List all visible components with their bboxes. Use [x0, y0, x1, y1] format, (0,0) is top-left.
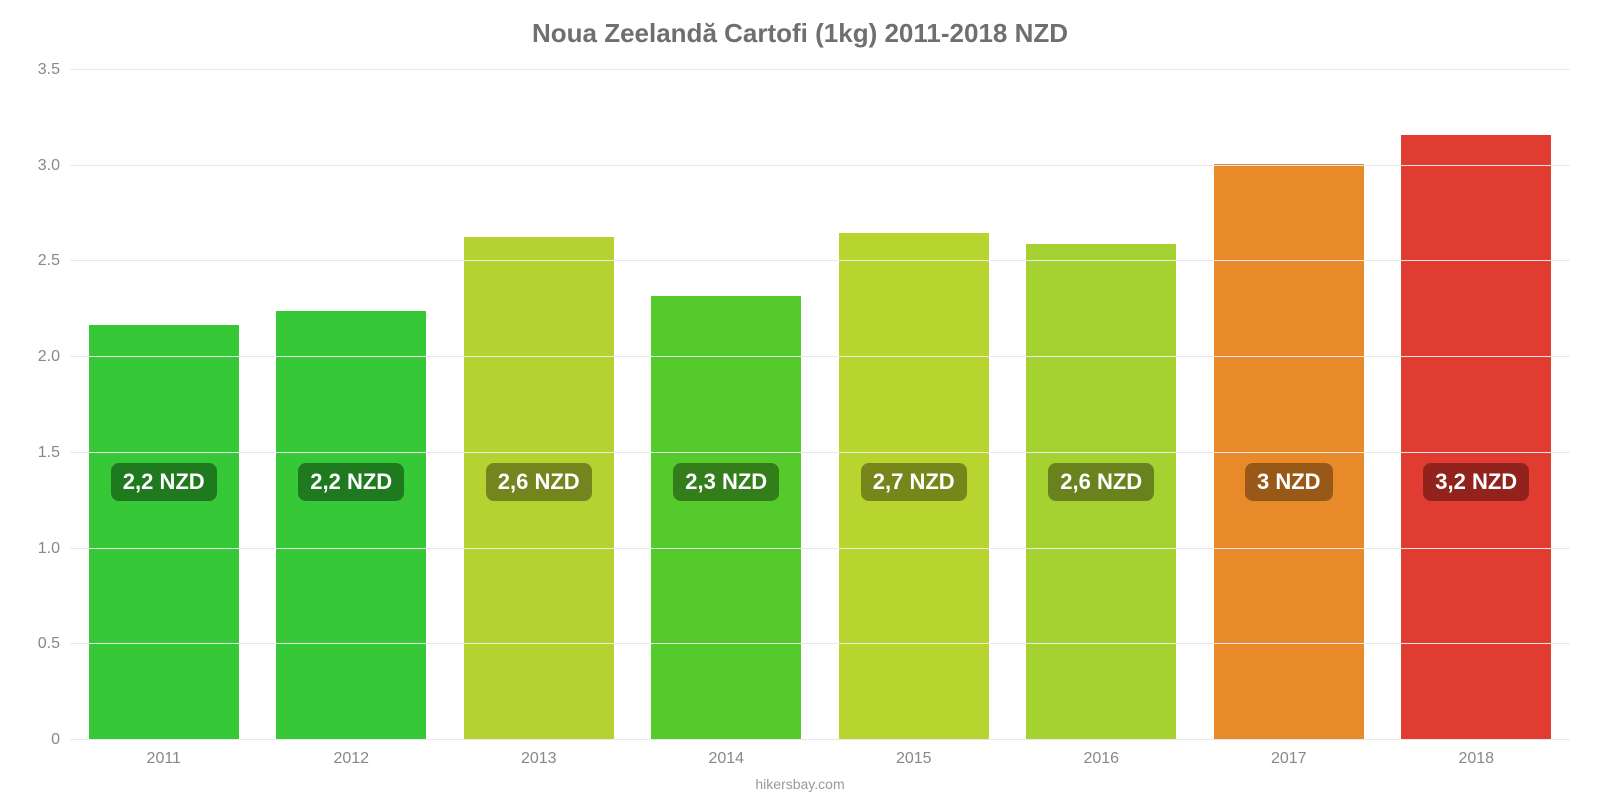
bar	[1401, 135, 1551, 740]
y-tick-label: 0.5	[38, 635, 70, 653]
bar-label-wrap: 3,2 NZD	[1383, 444, 1571, 482]
bar-label-wrap: 2,3 NZD	[633, 444, 821, 482]
chart-title: Noua Zeelandă Cartofi (1kg) 2011-2018 NZ…	[0, 0, 1600, 49]
bar-label-wrap: 2,6 NZD	[445, 444, 633, 482]
x-tick-label: 2018	[1458, 740, 1494, 768]
bar-value-label: 2,2 NZD	[298, 463, 404, 501]
x-tick-label: 2016	[1083, 740, 1119, 768]
grid-line	[70, 739, 1570, 740]
bar-label-wrap: 2,7 NZD	[820, 444, 1008, 482]
x-tick-label: 2011	[147, 740, 181, 768]
y-tick-label: 2.0	[38, 348, 70, 366]
bar-slot: 2,6 NZD2016	[1008, 70, 1196, 740]
bar-label-wrap: 3 NZD	[1195, 444, 1383, 482]
bar-slot: 2,2 NZD2012	[258, 70, 446, 740]
y-tick-label: 3.0	[38, 157, 70, 175]
grid-line	[70, 165, 1570, 166]
grid-line	[70, 260, 1570, 261]
x-tick-label: 2012	[333, 740, 369, 768]
x-tick-label: 2013	[521, 740, 557, 768]
bar-value-label: 2,3 NZD	[673, 463, 779, 501]
bar-label-wrap: 2,2 NZD	[70, 444, 258, 482]
bar-slot: 3 NZD2017	[1195, 70, 1383, 740]
chart-container: Noua Zeelandă Cartofi (1kg) 2011-2018 NZ…	[0, 0, 1600, 800]
bar-slot: 2,2 NZD2011	[70, 70, 258, 740]
grid-line	[70, 69, 1570, 70]
bar-value-label: 3 NZD	[1245, 463, 1333, 501]
x-tick-label: 2015	[896, 740, 932, 768]
plot-area: 2,2 NZD20112,2 NZD20122,6 NZD20132,3 NZD…	[70, 70, 1570, 740]
x-tick-label: 2014	[708, 740, 744, 768]
bar-value-label: 2,6 NZD	[1048, 463, 1154, 501]
bar	[276, 311, 426, 740]
bar-label-wrap: 2,2 NZD	[258, 444, 446, 482]
bar	[651, 296, 801, 740]
y-tick-label: 2.5	[38, 252, 70, 270]
y-tick-label: 0	[51, 731, 70, 749]
bar-value-label: 3,2 NZD	[1423, 463, 1529, 501]
bar-value-label: 2,7 NZD	[861, 463, 967, 501]
y-tick-label: 1.5	[38, 444, 70, 462]
bar-slot: 2,6 NZD2013	[445, 70, 633, 740]
attribution-text: hikersbay.com	[755, 776, 844, 792]
grid-line	[70, 452, 1570, 453]
bars-row: 2,2 NZD20112,2 NZD20122,6 NZD20132,3 NZD…	[70, 70, 1570, 740]
bar-value-label: 2,6 NZD	[486, 463, 592, 501]
bar-slot: 3,2 NZD2018	[1383, 70, 1571, 740]
bar	[89, 325, 239, 740]
bar-slot: 2,7 NZD2015	[820, 70, 1008, 740]
grid-line	[70, 548, 1570, 549]
bar-slot: 2,3 NZD2014	[633, 70, 821, 740]
grid-line	[70, 356, 1570, 357]
y-tick-label: 1.0	[38, 540, 70, 558]
x-tick-label: 2017	[1271, 740, 1307, 768]
bar-label-wrap: 2,6 NZD	[1008, 444, 1196, 482]
grid-line	[70, 643, 1570, 644]
y-tick-label: 3.5	[38, 61, 70, 79]
bar-value-label: 2,2 NZD	[111, 463, 217, 501]
